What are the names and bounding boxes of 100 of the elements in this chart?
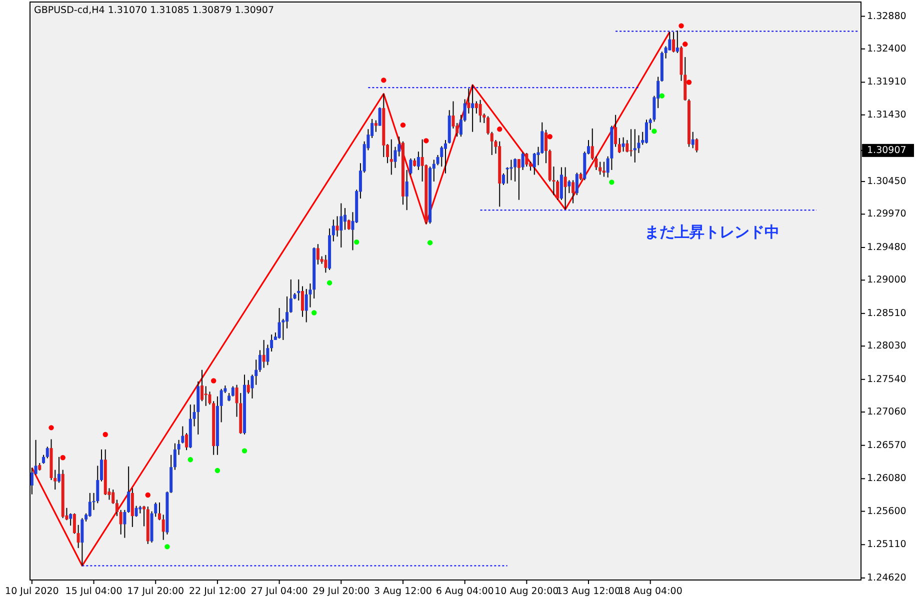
- point: [210, 378, 216, 384]
- candlestick: [510, 159, 513, 181]
- candlestick: [297, 278, 300, 302]
- candlestick: [340, 202, 343, 248]
- y-tick-label: 1.25600: [867, 506, 906, 517]
- y-tick-label: 1.30907: [867, 144, 906, 156]
- point: [427, 240, 433, 246]
- candlestick: [471, 84, 474, 132]
- candlestick: [173, 442, 176, 470]
- candlestick: [440, 146, 444, 168]
- point: [652, 128, 657, 134]
- candlestick: [72, 512, 76, 534]
- candlestick: [100, 448, 104, 482]
- candlestick: [69, 512, 72, 526]
- y-tick-label: 1.32400: [867, 43, 906, 54]
- candlestick: [46, 446, 49, 459]
- candlestick: [200, 369, 204, 402]
- candlestick: [444, 140, 447, 174]
- y-tick-label: 1.27540: [867, 374, 906, 385]
- candlestick: [130, 488, 134, 528]
- candlestick: [76, 524, 80, 549]
- candlestick: [630, 128, 633, 157]
- candlestick: [560, 166, 563, 200]
- candlestick: [486, 116, 490, 136]
- candlestick: [254, 359, 258, 386]
- x-tick-label: 13 Aug 12:00: [556, 586, 621, 597]
- point: [609, 180, 614, 185]
- candlestick: [88, 492, 92, 518]
- candlestick: [374, 120, 378, 132]
- candlestick: [266, 344, 270, 366]
- candlestick: [521, 152, 524, 170]
- y-tick-label: 1.24620: [867, 572, 906, 584]
- candlestick: [490, 131, 494, 156]
- y-tick-label: 1.28510: [867, 308, 906, 319]
- candlestick: [614, 114, 618, 148]
- candlestick: [633, 128, 636, 163]
- candlestick: [564, 166, 567, 210]
- candlestick: [452, 100, 455, 129]
- candlestick: [626, 140, 629, 153]
- x-tick-label: 17 Jul 20:00: [127, 586, 184, 597]
- candlestick: [556, 180, 560, 200]
- candlestick: [644, 119, 648, 144]
- candlestick: [517, 158, 520, 200]
- point: [686, 80, 692, 85]
- candlestick: [532, 152, 536, 176]
- chart-title: GBPUSD-cd,H4 1.31070 1.31085 1.30879 1.30907: [34, 5, 274, 16]
- y-tick-label: 1.32880: [867, 10, 906, 22]
- point: [678, 23, 684, 28]
- point: [60, 455, 66, 460]
- candlestick: [231, 386, 234, 397]
- candlestick: [270, 334, 274, 352]
- y-tick-label: 1.26570: [867, 440, 906, 451]
- candlestick: [575, 172, 578, 196]
- point: [424, 138, 429, 144]
- y-tick-label: 1.25110: [867, 539, 906, 550]
- candlestick: [185, 432, 188, 451]
- point: [102, 432, 108, 438]
- y-tick-label: 1.30450: [867, 176, 906, 188]
- candlestick: [80, 518, 84, 566]
- point: [326, 280, 332, 286]
- candlestick: [474, 100, 478, 114]
- y-tick-label: 1.31910: [867, 76, 906, 88]
- candlestick: [618, 138, 621, 154]
- candlestick: [119, 509, 122, 535]
- x-tick-label: 22 Jul 12:00: [188, 586, 246, 597]
- x-tick-label: 18 Aug 04:00: [618, 586, 682, 597]
- candlestick: [134, 505, 138, 518]
- candlestick: [142, 505, 146, 527]
- point: [242, 448, 248, 454]
- point: [497, 126, 502, 132]
- candlestick: [289, 278, 292, 314]
- candlestick: [514, 158, 517, 182]
- candlestick: [115, 499, 118, 517]
- candlestick: [637, 134, 640, 154]
- candlestick: [598, 161, 602, 176]
- point: [164, 544, 170, 550]
- candlestick: [177, 439, 180, 456]
- candlestick: [123, 509, 126, 538]
- candlestick: [568, 180, 571, 194]
- candlestick: [57, 456, 60, 484]
- point: [311, 310, 317, 316]
- x-tick-label: 3 Aug 12:00: [374, 586, 432, 597]
- candlestick: [691, 131, 694, 149]
- y-tick-label: 1.29000: [867, 274, 906, 286]
- candlestick: [204, 386, 208, 406]
- point: [188, 457, 193, 462]
- y-tick-label: 1.27060: [867, 406, 906, 418]
- candlestick: [525, 152, 528, 168]
- candlestick: [378, 106, 382, 126]
- point: [48, 425, 54, 430]
- point: [354, 239, 360, 245]
- point: [682, 42, 688, 47]
- candlestick: [258, 350, 262, 372]
- point: [145, 492, 150, 498]
- candlestick: [390, 138, 393, 176]
- candlestick: [344, 208, 347, 230]
- candlestick: [316, 244, 320, 265]
- y-tick-label: 1.28030: [867, 340, 906, 352]
- x-tick-label: 29 Jul 20:00: [312, 586, 370, 597]
- candlestick: [300, 286, 304, 318]
